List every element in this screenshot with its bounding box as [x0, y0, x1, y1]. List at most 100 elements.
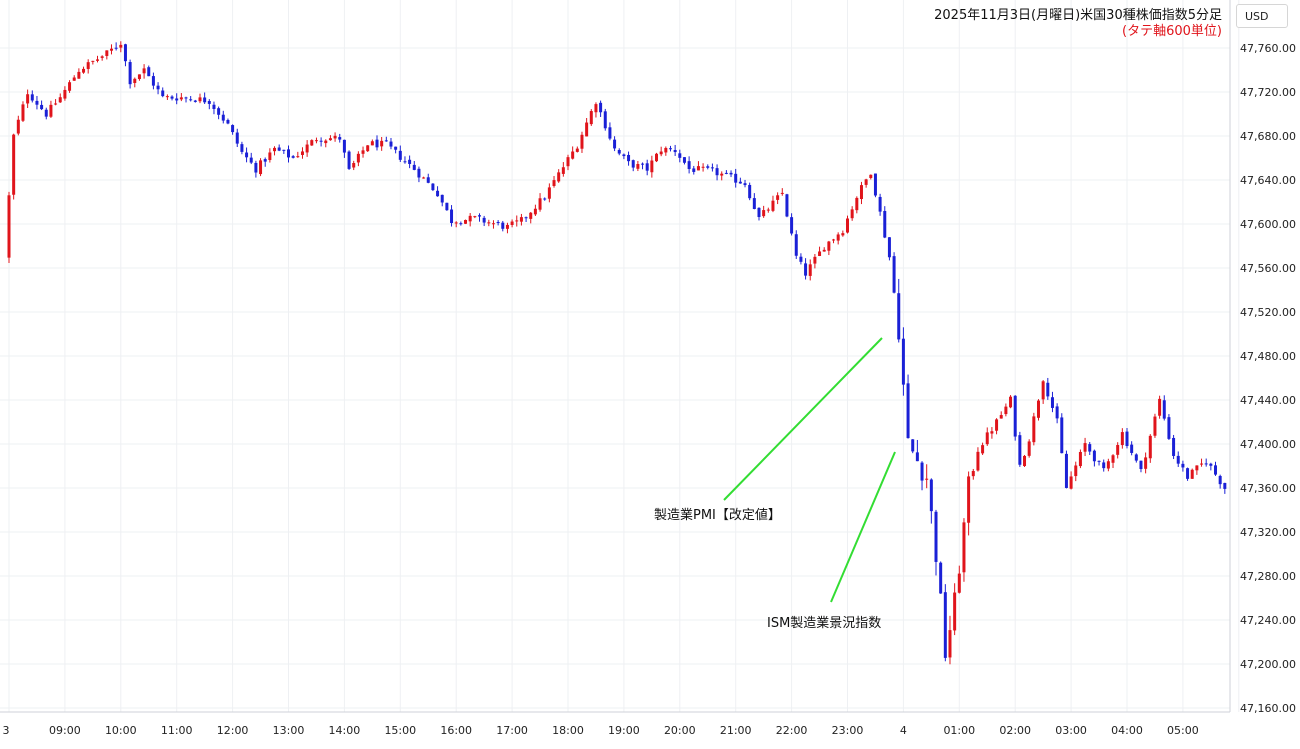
candle: [822, 247, 826, 252]
candle-body: [263, 159, 267, 162]
candle-body: [818, 251, 822, 256]
candle: [962, 518, 966, 582]
candle-body: [529, 212, 533, 219]
candle: [729, 170, 733, 178]
currency-selector[interactable]: USD: [1236, 4, 1288, 28]
candle-body: [375, 139, 379, 148]
candle-body: [715, 168, 719, 176]
candle-body: [538, 198, 542, 210]
candle: [119, 41, 123, 53]
candle: [179, 93, 183, 102]
candle: [701, 163, 705, 172]
candle-body: [389, 141, 393, 147]
candle-body: [1088, 444, 1092, 452]
candle-body: [1036, 400, 1040, 418]
candle-body: [557, 172, 561, 182]
candle-body: [398, 150, 402, 160]
candle-body: [408, 159, 412, 164]
candle: [1009, 395, 1013, 409]
candle: [738, 177, 742, 184]
candle: [608, 122, 612, 141]
candle: [412, 160, 416, 171]
candle-body: [356, 153, 360, 163]
candle-body: [207, 101, 211, 104]
annotation-lines: [723, 337, 896, 603]
candle: [310, 139, 314, 146]
candle: [650, 155, 654, 178]
candle-body: [361, 150, 365, 154]
candle-body: [678, 153, 682, 158]
candle-body: [7, 195, 11, 258]
x-tick-label: 09:00: [49, 724, 81, 737]
candle-body: [883, 210, 887, 238]
candle: [305, 140, 309, 157]
candle-body: [496, 222, 500, 224]
candle-body: [1218, 475, 1222, 485]
candle: [710, 163, 714, 172]
candle: [96, 55, 100, 63]
candle: [859, 181, 863, 205]
candle: [30, 90, 34, 103]
candle-body: [1064, 453, 1068, 488]
candle-body: [659, 151, 663, 155]
candle: [165, 94, 169, 100]
candle-body: [338, 137, 342, 140]
x-tick-label: 22:00: [776, 724, 808, 737]
candle: [287, 145, 290, 163]
candle: [203, 92, 207, 104]
candle-body: [1148, 435, 1152, 459]
candle: [533, 204, 537, 216]
candle: [77, 68, 81, 79]
candle: [1083, 437, 1087, 457]
candle-body: [990, 431, 994, 434]
candle: [846, 215, 849, 234]
candle: [771, 195, 775, 213]
candle: [552, 176, 556, 188]
candle-body: [650, 160, 654, 173]
candle: [627, 151, 631, 166]
candle: [7, 191, 11, 264]
candle: [1139, 460, 1143, 473]
candle: [1064, 450, 1068, 489]
candle: [63, 86, 67, 101]
candle-body: [319, 140, 323, 142]
candle-body: [785, 194, 789, 217]
candle-body: [585, 122, 589, 137]
candle-body: [515, 220, 519, 222]
candle: [505, 222, 509, 234]
candle-body: [571, 151, 575, 159]
candle-body: [459, 223, 463, 225]
candle-body: [589, 111, 593, 125]
candle-body: [175, 98, 179, 101]
candle-body: [189, 99, 193, 101]
candle-body: [859, 185, 863, 200]
candle: [696, 161, 700, 171]
candle-body: [212, 104, 216, 109]
candle-body: [1111, 455, 1115, 463]
x-tick-label: 12:00: [217, 724, 249, 737]
candle-body: [668, 148, 672, 150]
candle: [869, 174, 873, 180]
candle: [342, 139, 346, 158]
candle: [985, 427, 989, 446]
candle: [887, 237, 891, 261]
candle-body: [268, 152, 272, 161]
candle-body: [249, 157, 253, 163]
chart-subtitle: (タテ軸600単位): [1122, 24, 1222, 39]
candle-body: [850, 209, 854, 219]
candle: [273, 146, 277, 156]
candle: [762, 205, 766, 218]
candle-body: [822, 249, 826, 252]
candle: [547, 183, 551, 203]
candle: [668, 145, 672, 152]
candle: [1218, 474, 1222, 489]
candle: [193, 99, 197, 103]
candle-body: [296, 156, 300, 158]
candle: [1092, 449, 1096, 467]
candle-body: [673, 149, 677, 153]
candle-body: [314, 140, 318, 142]
candle: [664, 146, 668, 156]
candle: [496, 220, 500, 226]
candle: [207, 99, 211, 110]
